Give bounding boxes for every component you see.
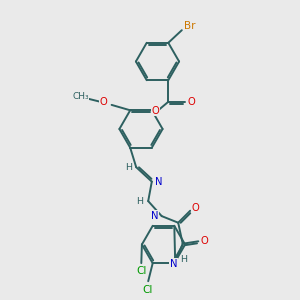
Text: O: O (192, 203, 200, 213)
Text: N: N (152, 211, 159, 220)
Text: H: H (136, 197, 143, 206)
Text: Br: Br (184, 21, 196, 31)
Text: Cl: Cl (142, 285, 152, 295)
Text: H: H (180, 255, 187, 264)
Text: O: O (99, 98, 107, 107)
Text: CH₃: CH₃ (72, 92, 89, 101)
Text: O: O (188, 97, 195, 107)
Text: N: N (155, 177, 162, 187)
Text: Cl: Cl (136, 266, 146, 277)
Text: O: O (152, 106, 159, 116)
Text: O: O (200, 236, 208, 246)
Text: H: H (125, 163, 132, 172)
Text: N: N (170, 259, 178, 269)
